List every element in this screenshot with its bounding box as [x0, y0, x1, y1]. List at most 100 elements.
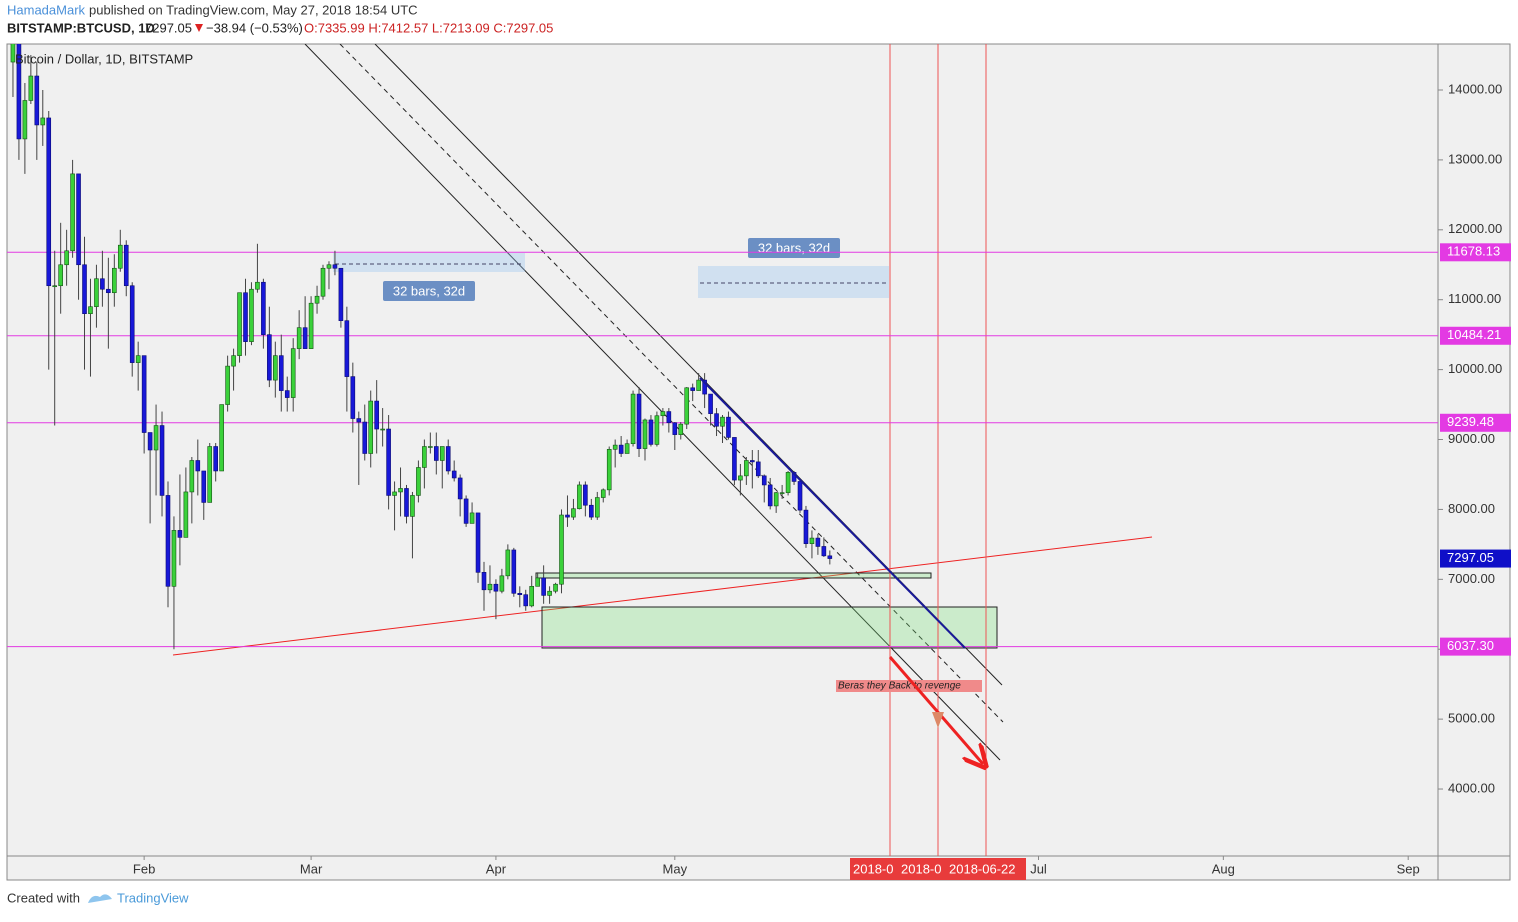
level-label: 6037.30 [1447, 638, 1494, 653]
candle-body [117, 244, 123, 269]
candle-body [82, 264, 87, 314]
candle-body [267, 334, 272, 381]
x-tick-label: May [663, 861, 688, 876]
footer-created: Created with [7, 890, 80, 905]
y-tick-label: 14000.00 [1448, 81, 1502, 96]
marker-label-box [850, 858, 1026, 880]
candle-body [344, 320, 350, 377]
footer-brand[interactable]: TradingView [117, 890, 189, 905]
candle-body [249, 288, 254, 342]
candle-body [600, 489, 606, 498]
candle-body [40, 117, 46, 126]
candle-body [750, 460, 755, 463]
marker-label: 2018-0 [901, 861, 941, 876]
candle-body [744, 460, 749, 477]
candle-body [112, 267, 117, 294]
candle-body [76, 173, 81, 266]
candle-body [207, 446, 213, 503]
candle-body [147, 432, 153, 451]
candle-body [445, 446, 451, 472]
candle-body [171, 530, 177, 587]
arrow-icon [932, 712, 944, 728]
candle-body [469, 512, 475, 524]
level-label: 10484.21 [1447, 327, 1501, 342]
candle-body [255, 281, 260, 290]
candle-body [457, 477, 463, 500]
candle-body [684, 387, 690, 425]
candle-body [475, 512, 481, 573]
candle-body [559, 514, 564, 585]
candle-body [374, 400, 379, 430]
candle-body [642, 419, 648, 449]
x-tick-label: Aug [1212, 861, 1235, 876]
candle-body [177, 530, 183, 538]
candle-body [672, 422, 678, 435]
candle-body [732, 437, 737, 481]
level-label: 11678.13 [1447, 244, 1500, 259]
candle-body [165, 495, 171, 587]
candle-body [481, 572, 487, 591]
note: Beras they Back to revenge [838, 681, 961, 692]
candle-body [583, 484, 588, 506]
y-tick-label: 8000.00 [1448, 501, 1495, 516]
candle-body [159, 425, 165, 496]
candle-body [761, 475, 767, 486]
plot: 32 bars, 32d 32 bars, 32d Beras they Bac… [7, 44, 1438, 856]
candle-body [755, 461, 761, 477]
range-label-box [383, 281, 475, 301]
candle-body [439, 446, 445, 461]
candle-body [129, 285, 135, 363]
candle-body [773, 492, 779, 507]
range-label: 32 bars, 32d [393, 283, 465, 298]
candle-body [183, 491, 189, 538]
candle-body [654, 415, 660, 445]
published: published on TradingView.com, May 27, 20… [89, 2, 418, 17]
candle-body [487, 583, 493, 591]
candle-body [100, 278, 105, 290]
candle-body [565, 514, 570, 518]
ohlc: O:7335.99 H:7412.57 L:7213.09 C:7297.05 [304, 20, 553, 35]
candle-body [779, 492, 785, 494]
y-tick-label: 4000.00 [1448, 780, 1495, 795]
candle-body [547, 590, 552, 596]
marker-label: 2018-06-22 [949, 861, 1016, 876]
candle-body [553, 583, 558, 592]
candle-body [320, 267, 326, 297]
candle-body [636, 393, 642, 449]
candle-body [225, 365, 230, 405]
candle-body [517, 593, 523, 596]
candle-body [213, 446, 218, 472]
x-tick-label: Sep [1397, 861, 1420, 876]
candle-body [422, 446, 427, 468]
zone [541, 606, 998, 649]
zone [535, 572, 932, 579]
candle-body [189, 460, 195, 493]
candle-body [261, 281, 266, 335]
candle-body [666, 411, 672, 424]
y-tick-label: 5000.00 [1448, 711, 1495, 726]
candle-body [278, 355, 284, 391]
y-tick-label: 7000.00 [1448, 571, 1495, 586]
candle-body [290, 348, 296, 398]
candle-body [493, 583, 499, 592]
candle-body [726, 416, 731, 438]
candle-body [314, 295, 320, 304]
candle-body [302, 327, 308, 349]
candle-body [106, 288, 111, 294]
x-tick-label: Jul [1030, 861, 1047, 876]
y-tick-label: 11000.00 [1448, 291, 1501, 306]
candle-body [428, 446, 433, 448]
candle-body [70, 173, 75, 252]
candle-body [308, 302, 314, 349]
range-box [698, 266, 889, 298]
candle-body [46, 117, 52, 287]
symbol: BITSTAMP:BTCUSD, 1D [7, 20, 155, 35]
candle-body [720, 416, 725, 427]
range-label: 32 bars, 32d [758, 240, 830, 255]
candle-body [505, 549, 511, 577]
candle-body [815, 537, 821, 547]
trend-line [699, 377, 966, 649]
candle-body [16, 44, 22, 140]
candle-body [821, 546, 827, 557]
